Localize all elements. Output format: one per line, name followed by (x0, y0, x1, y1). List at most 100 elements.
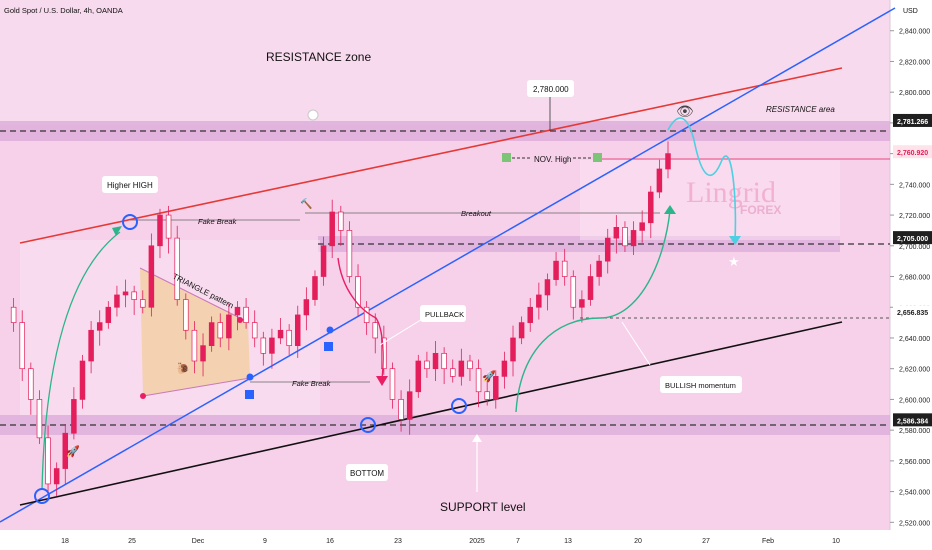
y-tick-label: 2,620.000 (899, 367, 930, 374)
candle-body (424, 360, 430, 370)
x-tick-label: 25 (128, 538, 136, 545)
higher-high-arrowhead (112, 226, 122, 236)
candle-body (183, 299, 189, 331)
bullish-label: BULLISH momentum (665, 381, 736, 390)
candle-body (71, 399, 77, 434)
y-tick-label: 2,700.000 (899, 244, 930, 251)
candle-body (295, 314, 301, 347)
candle-body (174, 237, 180, 300)
watermark-sub: FOREX (740, 203, 781, 217)
x-tick-label: 18 (61, 538, 69, 545)
price-label-box (893, 305, 932, 319)
y-tick-label: 2,840.000 (899, 29, 930, 36)
eye-icon: 👁 (676, 103, 694, 119)
candle-body (475, 368, 482, 393)
candle-body (630, 230, 637, 247)
x-tick-label: 9 (263, 538, 267, 545)
pullback-pointer-line (379, 317, 425, 346)
candle-body (28, 368, 34, 400)
candle-body (329, 211, 335, 247)
candle-body (415, 360, 422, 393)
y-tick-label: 2,640.000 (899, 336, 930, 343)
candle-body (338, 211, 344, 231)
candle-body (312, 276, 318, 300)
support-touch-marker-circle (451, 398, 467, 414)
candle-body (665, 153, 671, 170)
price-label: 2,586.384 (897, 418, 928, 425)
candle-body (286, 329, 292, 347)
currency-label: USD (903, 8, 918, 15)
price-label-box (893, 145, 932, 159)
candle-body (613, 227, 620, 239)
support-trendline (19, 321, 843, 506)
resistance-zone-label: RESISTANCE zone (266, 50, 371, 64)
bullish-label-box (660, 376, 742, 393)
candle-body (10, 306, 17, 323)
candle-body (484, 391, 490, 400)
triangle-edge-bottom (142, 377, 251, 397)
x-tick-label: 7 (516, 538, 520, 545)
candle-body (656, 168, 663, 193)
time-axis-panel (0, 530, 890, 550)
candle-body (148, 245, 155, 308)
candle-body (510, 337, 516, 362)
snail-icon: 🐌 (176, 362, 190, 375)
candle-body (518, 322, 525, 339)
candle-body (570, 276, 577, 308)
arrow-up-icon-2 (245, 390, 254, 399)
y-tick-label: 2,580.000 (899, 428, 930, 435)
candle-body (96, 322, 103, 331)
candle-body (561, 260, 568, 277)
candle-body (200, 345, 206, 362)
candle-body (122, 291, 129, 296)
candle-body (389, 368, 396, 400)
chart-title: Gold Spot / U.S. Dollar, 4h, OANDA (4, 6, 123, 15)
pullback-curve (337, 257, 384, 381)
candle-body (269, 337, 275, 354)
y-tick-label: 2,520.000 (899, 520, 930, 527)
nov-high-label: NOV. High (534, 155, 572, 164)
nov-high-check-left (502, 153, 511, 162)
candle-body (62, 432, 69, 469)
y-tick-label: 2,680.000 (899, 275, 930, 282)
candle-body (544, 279, 551, 296)
candle-body (363, 306, 370, 323)
x-tick-label: 13 (564, 538, 572, 545)
higher-high-marker-circle (122, 214, 138, 230)
pullback-arrowhead (376, 376, 388, 386)
candle-body (355, 276, 361, 308)
candle-body (579, 299, 585, 308)
price-2780-label-box (527, 80, 574, 97)
fake-break-top-label: Fake Break (198, 217, 238, 226)
hammer-icon: 🔨 (300, 197, 312, 210)
price-label-box (893, 113, 932, 127)
candle-body (217, 322, 224, 339)
candle-body (53, 468, 60, 485)
candle-body (648, 191, 654, 224)
triangle-dot-bottom (140, 393, 146, 399)
bottom-label-box (346, 464, 388, 481)
candle-body (639, 222, 645, 231)
resistance-trendline (19, 67, 843, 244)
candle-body (346, 230, 353, 277)
candle-body (467, 360, 473, 370)
candle-body (303, 299, 310, 316)
x-axis: 18 25 Dec 9 16 23 2025 7 13 20 27 Feb 10 (61, 538, 840, 545)
candle-body (493, 376, 499, 400)
low-marker-circle (34, 488, 50, 504)
candle-body (277, 329, 284, 339)
price-label: 2,656.835 (897, 310, 928, 317)
candle-body (441, 352, 447, 370)
support-pointer-arrowhead (472, 434, 482, 442)
forecast-arrowhead (729, 236, 741, 245)
ascending-trendline (0, 7, 896, 523)
forecast-path (667, 117, 737, 241)
watermark-brand: Lingrid (686, 176, 776, 209)
y-tick-label: 2,540.000 (899, 490, 930, 497)
candle-body (381, 337, 387, 370)
candle-body (432, 352, 439, 370)
candle-body (88, 329, 94, 362)
y-tick-label: 2,720.000 (899, 213, 930, 220)
